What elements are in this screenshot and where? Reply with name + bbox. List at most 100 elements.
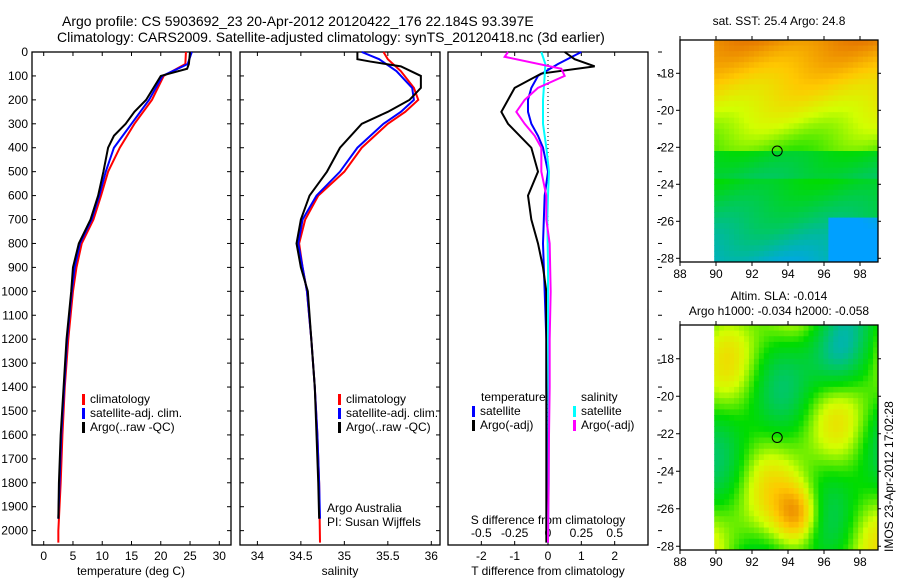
map-cell — [748, 239, 755, 246]
map-cell — [808, 189, 814, 196]
map-cell — [843, 538, 849, 545]
map-cell — [848, 84, 854, 91]
map-cell — [853, 437, 859, 444]
map-cell — [863, 245, 869, 252]
map-cell — [778, 95, 785, 102]
map-cell — [848, 195, 854, 202]
map-cell — [763, 336, 770, 343]
map-cell — [743, 476, 750, 483]
map-cell — [818, 426, 824, 433]
map-cell — [798, 341, 805, 348]
map-cell — [853, 392, 859, 399]
map-cell — [853, 134, 859, 141]
map-cell — [753, 527, 760, 534]
map-cell — [798, 162, 805, 169]
map-cell — [823, 353, 829, 360]
map-cell — [798, 465, 805, 472]
map-cell — [808, 538, 814, 545]
map-cell — [719, 505, 725, 512]
map-cell — [739, 516, 745, 523]
map-cell — [783, 73, 790, 80]
map-cell — [833, 89, 839, 96]
map-cell — [778, 460, 785, 467]
map-cell — [758, 128, 765, 135]
map-cell — [714, 56, 720, 63]
map-cell — [788, 409, 795, 416]
map-cell — [773, 488, 780, 495]
map-cell — [714, 476, 720, 483]
map-cell — [778, 544, 785, 551]
map-cell — [724, 415, 730, 422]
map-cell — [818, 505, 824, 512]
map-cell — [763, 460, 770, 467]
map-cell — [773, 482, 780, 489]
map-cell — [758, 84, 765, 91]
map-cell — [863, 162, 869, 169]
map-cell — [828, 206, 834, 213]
map-cell — [753, 73, 760, 80]
y-tick-label: 1100 — [2, 308, 28, 322]
map-cell — [818, 178, 824, 185]
map-cell — [828, 465, 834, 472]
map-cell — [818, 358, 824, 365]
map-cell — [734, 381, 740, 388]
map-cell — [714, 195, 720, 202]
map-cell — [823, 499, 829, 506]
map-cell — [803, 145, 810, 152]
map-cell — [758, 56, 765, 63]
map-cell — [848, 56, 854, 63]
map-cell — [768, 206, 775, 213]
map-cell — [873, 51, 879, 58]
map-cell — [798, 206, 805, 213]
map-cell — [714, 358, 720, 365]
map-cell — [818, 510, 824, 517]
map-cell — [748, 488, 755, 495]
map-cell — [748, 347, 755, 354]
map-cell — [828, 200, 834, 207]
map-cell — [729, 250, 735, 257]
map-cell — [828, 212, 834, 219]
map-cell — [858, 431, 864, 438]
map-cell — [823, 471, 829, 478]
map-cell — [768, 493, 775, 500]
map-cell — [853, 117, 859, 124]
map-cell — [724, 67, 730, 74]
map-cell — [753, 239, 760, 246]
map-cell — [873, 239, 879, 246]
map-cell — [873, 488, 879, 495]
map-cell — [838, 409, 844, 416]
map-cell — [783, 239, 790, 246]
map-cell — [758, 370, 765, 377]
map-cell — [853, 256, 859, 263]
map-cell — [823, 112, 829, 119]
map-cell — [773, 234, 780, 241]
map-cell — [778, 493, 785, 500]
map-cell — [734, 151, 740, 158]
map-cell — [758, 173, 765, 180]
map-cell — [734, 162, 740, 169]
map-cell — [788, 460, 795, 467]
map-cell — [763, 78, 770, 85]
map-cell — [823, 73, 829, 80]
map-cell — [719, 538, 725, 545]
map-cell — [838, 488, 844, 495]
map-cell — [714, 139, 720, 146]
map-cell — [734, 521, 740, 528]
map-cell — [763, 538, 770, 545]
map-cell — [739, 51, 745, 58]
map-cell — [719, 516, 725, 523]
map-cell — [838, 454, 844, 461]
map-cell — [719, 145, 725, 152]
map-cell — [729, 533, 735, 540]
map-cell — [873, 386, 879, 393]
map-cell — [833, 223, 839, 230]
map-cell — [858, 89, 864, 96]
map-cell — [833, 386, 839, 393]
map-cell — [724, 544, 730, 551]
map-cell — [833, 73, 839, 80]
map-cell — [823, 476, 829, 483]
map-cell — [868, 544, 874, 551]
map-cell — [748, 51, 755, 58]
map-cell — [734, 415, 740, 422]
map-cell — [813, 195, 819, 202]
